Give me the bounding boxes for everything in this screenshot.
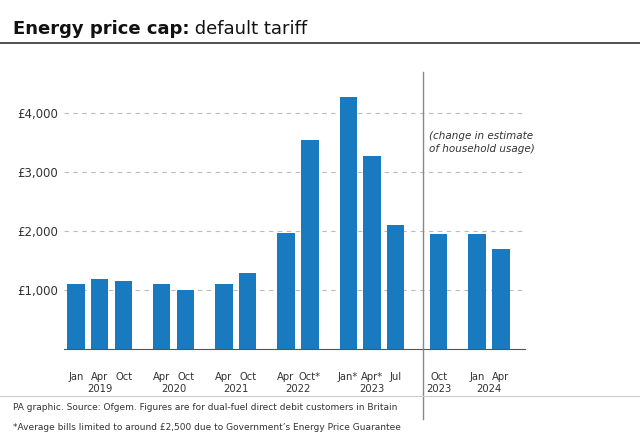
Bar [301,140,319,349]
Bar [115,281,132,349]
Text: Apr*: Apr* [361,372,383,382]
Bar [239,273,257,349]
Text: Jan*: Jan* [338,372,358,382]
Text: Oct*: Oct* [299,372,321,382]
Text: Oct: Oct [177,372,195,382]
Text: 2023: 2023 [360,384,385,394]
Text: *Average bills limited to around £2,500 due to Government’s Energy Price Guarant: *Average bills limited to around £2,500 … [13,423,401,432]
Text: Apr: Apr [277,372,294,382]
Bar [340,96,356,349]
Text: 2020: 2020 [161,384,186,394]
Text: 2024: 2024 [476,384,502,394]
Bar [278,233,294,349]
Bar [216,284,232,349]
Text: 2019: 2019 [87,384,113,394]
Text: 2022: 2022 [285,384,310,394]
Bar [430,234,447,349]
Text: 2021: 2021 [223,384,248,394]
Text: 2023: 2023 [426,384,451,394]
Text: Jan: Jan [469,372,484,382]
Text: Oct: Oct [115,372,132,382]
Bar [492,249,509,349]
Text: Jan: Jan [68,372,84,382]
Text: Energy price cap:: Energy price cap: [13,20,189,38]
Text: Apr: Apr [215,372,232,382]
Text: Apr: Apr [91,372,108,382]
Text: Apr: Apr [153,372,170,382]
Bar [67,284,84,349]
Bar [364,155,381,349]
Text: Jul: Jul [390,372,402,382]
Bar [387,225,404,349]
Text: default tariff: default tariff [189,20,307,38]
Text: Apr: Apr [492,372,509,382]
Bar [468,233,486,349]
Text: Oct: Oct [239,372,257,382]
Bar [92,279,108,349]
Text: (change in estimate
of household usage): (change in estimate of household usage) [429,131,535,154]
Text: Oct: Oct [430,372,447,382]
Text: PA graphic. Source: Ofgem. Figures are for dual-fuel direct debit customers in B: PA graphic. Source: Ofgem. Figures are f… [13,403,397,412]
Bar [154,284,170,349]
Bar [177,290,195,349]
